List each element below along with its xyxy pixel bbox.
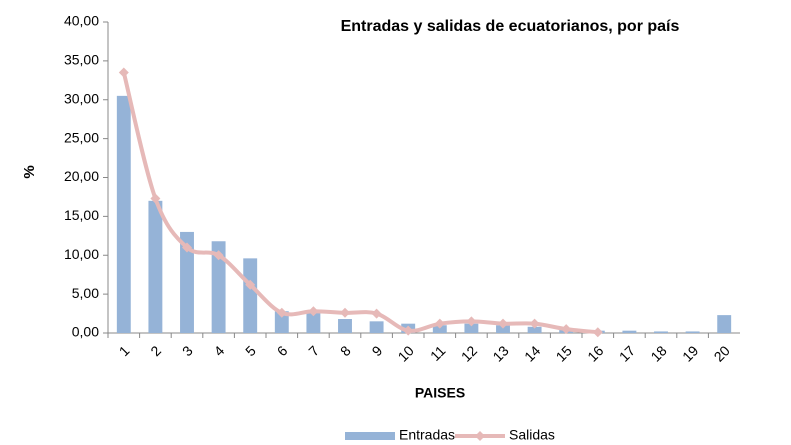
x-tick-label: 8: [337, 342, 354, 359]
y-tick-label: 5,00: [72, 285, 99, 301]
line-marker: [308, 306, 319, 317]
line: [121, 72, 598, 335]
x-tick-label: 15: [553, 342, 575, 364]
bar: [464, 323, 479, 333]
line-marker: [592, 327, 603, 338]
x-tick-label: 5: [242, 342, 259, 359]
x-tick-label: 17: [616, 342, 638, 364]
x-tick-label: 1: [116, 342, 133, 359]
bar: [369, 321, 384, 333]
x-tick-label: 12: [458, 342, 480, 364]
line-marker: [150, 193, 161, 204]
x-tick-label: 18: [647, 342, 669, 364]
x-tick-label: 14: [521, 342, 543, 364]
bar: [211, 241, 226, 333]
line-marker: [466, 316, 477, 327]
bar: [527, 326, 542, 333]
legend-swatch: [345, 432, 395, 440]
x-axis-label: PAISES: [415, 385, 465, 401]
bar: [717, 315, 732, 333]
line-marker: [118, 67, 129, 78]
bar: [116, 95, 131, 333]
x-tick-label: 2: [147, 342, 164, 359]
x-tick-label: 13: [489, 342, 511, 364]
legend-marker: [475, 431, 485, 441]
bar: [180, 231, 194, 333]
line-marker: [213, 250, 224, 261]
x-tick-label: 3: [179, 342, 196, 359]
x-tick-label: 19: [679, 342, 701, 364]
line-marker: [498, 318, 508, 329]
y-tick-label: 20,00: [64, 168, 99, 184]
x-tick-label: 4: [211, 342, 228, 359]
x-tick-label: 16: [584, 342, 606, 364]
y-tick-label: 25,00: [64, 129, 99, 145]
line-marker: [561, 324, 572, 335]
y-axis-label: %: [21, 165, 38, 178]
bar: [685, 331, 700, 333]
line-marker: [529, 318, 540, 329]
x-tick-label: 6: [274, 342, 291, 359]
y-tick-label: 15,00: [64, 207, 99, 223]
x-tick-label: 7: [305, 342, 322, 359]
bar: [148, 200, 163, 333]
y-tick-label: 10,00: [64, 246, 99, 262]
chart-title: Entradas y salidas de ecuatorianos, por …: [341, 18, 680, 35]
bar: [622, 330, 637, 333]
x-tick-label: 9: [369, 342, 386, 359]
line-marker: [434, 318, 445, 329]
line-marker: [245, 279, 256, 290]
bar: [496, 325, 510, 333]
bar: [274, 311, 289, 333]
bar: [306, 312, 321, 333]
y-tick-label: 30,00: [64, 90, 99, 106]
bar: [243, 258, 258, 333]
line-marker: [182, 242, 192, 253]
x-tick-label: 10: [395, 342, 417, 364]
line-marker: [371, 308, 382, 319]
line-marker: [340, 307, 350, 318]
y-tick-label: 0,00: [72, 324, 99, 340]
bar: [654, 331, 668, 333]
x-tick-label: 20: [711, 342, 733, 364]
bar: [432, 325, 447, 333]
line-marker: [276, 307, 287, 318]
bar: [338, 319, 352, 333]
y-tick-label: 40,00: [64, 13, 99, 29]
x-tick-label: 11: [427, 342, 449, 364]
legend-label: Salidas: [509, 427, 555, 443]
y-tick-label: 35,00: [64, 52, 99, 68]
line-marker: [403, 325, 414, 336]
legend-label: Entradas: [399, 427, 455, 443]
